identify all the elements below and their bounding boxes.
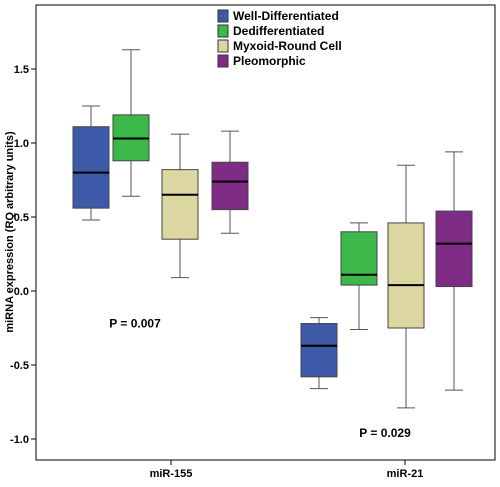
box-pleomorphic-mir-21 [435,151,473,391]
p-value-annotation: P = 0.007 [109,317,161,331]
plot-frame [35,4,496,461]
box-well-differentiated-mir-21 [300,317,338,390]
box-well-differentiated-mir-155 [72,105,110,221]
box-myxoid-round-cell-mir-21 [387,164,425,409]
box-iqr [387,222,425,329]
box-dedifferentiated-mir-155 [112,49,150,197]
y-tick-label: 1.5 [14,64,29,76]
box-iqr [435,210,473,288]
legend-label: Dedifferentiated [233,24,324,38]
box-iqr [300,323,338,378]
box-group [72,49,473,409]
y-axis-ticks: -1.0 -0.5 0.0 0.5 1.0 1.5 [10,64,36,446]
legend-swatch [217,54,229,68]
legend-swatch [217,24,229,38]
legend-label: Pleomorphic [233,54,306,68]
y-tick-label: 0.5 [14,212,29,224]
legend-swatch [217,9,229,23]
x-axis-categories: miR-155 miR-21 [150,460,424,480]
box-iqr [211,161,249,211]
box-iqr [161,169,199,240]
box-iqr [340,231,378,286]
box-iqr [72,126,110,209]
box-myxoid-round-cell-mir-155 [161,133,199,279]
legend-swatch [217,39,229,53]
y-tick-label: -0.5 [10,360,29,372]
box-dedifferentiated-mir-21 [340,222,378,330]
legend-label: Myxoid-Round Cell [233,39,342,53]
annotations: P = 0.007 P = 0.029 [109,317,411,441]
y-tick-label: 0.0 [14,286,29,298]
box-pleomorphic-mir-155 [211,130,249,234]
y-axis-label: miRNA expression (RQ arbitrary units) [4,131,16,333]
x-category-label: miR-155 [150,468,193,480]
y-tick-label: 1.0 [14,138,29,150]
legend: Well-DifferentiatedDedifferentiatedMyxoi… [217,9,342,68]
x-category-label: miR-21 [387,468,424,480]
p-value-annotation: P = 0.029 [359,426,411,440]
y-tick-label: -1.0 [10,434,29,446]
legend-label: Well-Differentiated [233,9,339,23]
